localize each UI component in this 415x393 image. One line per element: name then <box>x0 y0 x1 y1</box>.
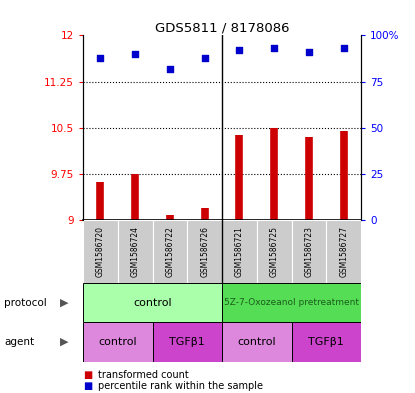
Text: TGFβ1: TGFβ1 <box>308 337 344 347</box>
Text: ■: ■ <box>83 381 92 391</box>
Point <box>236 47 243 53</box>
Text: GSM1586726: GSM1586726 <box>200 226 209 277</box>
Point <box>271 45 278 51</box>
Point <box>305 49 312 55</box>
Bar <box>326 220 361 283</box>
Text: 5Z-7-Oxozeanol pretreatment: 5Z-7-Oxozeanol pretreatment <box>224 298 359 307</box>
Point <box>340 45 347 51</box>
Bar <box>118 220 153 283</box>
Text: ■: ■ <box>83 370 92 380</box>
Text: percentile rank within the sample: percentile rank within the sample <box>98 381 263 391</box>
Point <box>201 54 208 61</box>
Bar <box>153 322 222 362</box>
Text: GSM1586723: GSM1586723 <box>305 226 313 277</box>
Bar <box>222 283 361 322</box>
Text: protocol: protocol <box>4 298 47 308</box>
Title: GDS5811 / 8178086: GDS5811 / 8178086 <box>155 21 289 34</box>
Text: ▶: ▶ <box>60 337 68 347</box>
Text: GSM1586722: GSM1586722 <box>166 226 174 277</box>
Text: control: control <box>133 298 172 308</box>
Text: control: control <box>237 337 276 347</box>
Bar <box>187 220 222 283</box>
Point <box>166 66 173 72</box>
Point <box>97 54 104 61</box>
Text: GSM1586720: GSM1586720 <box>96 226 105 277</box>
Bar <box>153 220 187 283</box>
Text: GSM1586721: GSM1586721 <box>235 226 244 277</box>
Text: agent: agent <box>4 337 34 347</box>
Text: TGFβ1: TGFβ1 <box>169 337 205 347</box>
Bar <box>222 220 257 283</box>
Bar <box>257 220 291 283</box>
Text: GSM1586727: GSM1586727 <box>339 226 348 277</box>
Bar <box>291 322 361 362</box>
Point <box>132 51 139 57</box>
Bar <box>222 322 291 362</box>
Bar <box>83 322 153 362</box>
Text: GSM1586724: GSM1586724 <box>131 226 139 277</box>
Text: control: control <box>98 337 137 347</box>
Text: ▶: ▶ <box>60 298 68 308</box>
Bar <box>83 220 118 283</box>
Text: GSM1586725: GSM1586725 <box>270 226 278 277</box>
Text: transformed count: transformed count <box>98 370 188 380</box>
Bar <box>83 283 222 322</box>
Bar <box>291 220 326 283</box>
